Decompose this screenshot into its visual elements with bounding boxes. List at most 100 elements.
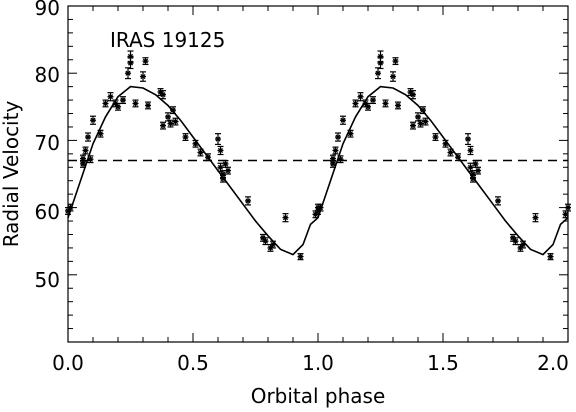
asterisk-stroke bbox=[377, 53, 384, 59]
asterisk-stroke bbox=[245, 198, 251, 204]
data-point bbox=[270, 240, 276, 249]
asterisk-stroke bbox=[475, 168, 481, 174]
asterisk-stroke bbox=[165, 114, 171, 120]
data-point bbox=[365, 102, 371, 111]
y-tick-label: 80 bbox=[35, 63, 60, 87]
y-tick-label: 90 bbox=[35, 0, 60, 20]
asterisk-stroke bbox=[375, 70, 381, 76]
x-tick-label: 1.0 bbox=[302, 351, 334, 375]
asterisk-stroke bbox=[422, 119, 429, 125]
asterisk-stroke bbox=[170, 107, 176, 113]
star-name-label: IRAS 19125 bbox=[110, 28, 225, 52]
x-tick-label: 2.0 bbox=[537, 351, 569, 375]
asterisk-stroke bbox=[90, 117, 96, 123]
data-point bbox=[102, 99, 109, 108]
asterisk-stroke bbox=[172, 119, 179, 125]
asterisk-stroke bbox=[532, 215, 539, 221]
data-point bbox=[127, 50, 134, 63]
asterisk-stroke bbox=[382, 100, 389, 106]
data-point bbox=[495, 196, 501, 206]
asterisk-stroke bbox=[420, 107, 426, 113]
asterisk-stroke bbox=[132, 100, 139, 106]
asterisk-stroke bbox=[217, 147, 224, 154]
data-point bbox=[197, 148, 204, 157]
data-point bbox=[392, 57, 399, 66]
asterisk-stroke bbox=[467, 164, 474, 170]
asterisk-stroke bbox=[145, 102, 151, 109]
asterisk-stroke bbox=[455, 154, 461, 160]
asterisk-stroke bbox=[395, 102, 401, 109]
x-tick-label: 0.0 bbox=[52, 351, 84, 375]
asterisk-stroke bbox=[472, 161, 479, 167]
data-point bbox=[335, 132, 341, 142]
asterisk-stroke bbox=[192, 141, 199, 147]
plot-frame bbox=[67, 5, 569, 343]
model-curve-layer bbox=[67, 85, 569, 256]
data-point bbox=[142, 57, 149, 66]
data-point bbox=[447, 148, 454, 157]
data-point bbox=[395, 101, 401, 110]
data-point bbox=[172, 117, 179, 126]
axis-ticks bbox=[67, 5, 569, 343]
asterisk-stroke bbox=[140, 74, 146, 80]
data-point bbox=[465, 133, 471, 146]
data-point bbox=[282, 213, 289, 223]
data-point bbox=[475, 166, 481, 175]
data-point bbox=[520, 240, 526, 249]
asterisk-stroke bbox=[365, 104, 371, 110]
asterisk-stroke bbox=[85, 134, 91, 140]
data-point bbox=[120, 96, 126, 105]
asterisk-stroke bbox=[432, 134, 439, 140]
data-point bbox=[217, 145, 224, 156]
data-point bbox=[107, 92, 114, 102]
asterisk-stroke bbox=[220, 176, 226, 182]
asterisk-stroke bbox=[465, 136, 471, 142]
x-axis-title: Orbital phase bbox=[251, 384, 386, 408]
asterisk-stroke bbox=[410, 92, 416, 98]
asterisk-stroke bbox=[160, 92, 166, 98]
data-point bbox=[332, 146, 339, 155]
asterisk-stroke bbox=[390, 74, 396, 80]
data-point bbox=[220, 174, 226, 183]
asterisk-stroke bbox=[417, 121, 424, 127]
asterisk-stroke bbox=[222, 161, 229, 167]
data-point bbox=[245, 196, 251, 206]
asterisk-stroke bbox=[115, 104, 121, 110]
asterisk-stroke bbox=[182, 134, 189, 140]
asterisk-stroke bbox=[142, 58, 149, 64]
data-point bbox=[85, 132, 91, 142]
data-point bbox=[532, 213, 539, 223]
asterisk-stroke bbox=[107, 94, 114, 100]
data-point bbox=[417, 119, 424, 128]
asterisk-stroke bbox=[335, 134, 341, 140]
data-point bbox=[382, 99, 389, 108]
asterisk-stroke bbox=[160, 123, 166, 129]
asterisk-stroke bbox=[270, 242, 276, 248]
asterisk-stroke bbox=[330, 161, 336, 167]
asterisk-stroke bbox=[82, 147, 89, 154]
data-point bbox=[472, 159, 479, 168]
model-velocity-curve bbox=[67, 85, 569, 256]
data-point bbox=[312, 210, 319, 219]
asterisk-stroke bbox=[297, 254, 304, 260]
y-tick-label: 50 bbox=[35, 268, 60, 292]
asterisk-stroke bbox=[205, 154, 211, 160]
asterisk-stroke bbox=[442, 141, 449, 147]
data-point bbox=[97, 129, 104, 138]
asterisk-stroke bbox=[225, 168, 231, 174]
x-tick-label: 1.5 bbox=[427, 351, 459, 375]
asterisk-stroke bbox=[120, 97, 126, 103]
data-point bbox=[347, 129, 354, 138]
asterisk-stroke bbox=[125, 70, 131, 76]
data-point bbox=[357, 92, 364, 102]
data-point bbox=[352, 99, 359, 108]
data-point bbox=[340, 115, 346, 125]
asterisk-stroke bbox=[215, 136, 221, 142]
data-point bbox=[315, 203, 321, 212]
data-point bbox=[547, 253, 554, 261]
data-point bbox=[467, 145, 474, 156]
y-axis-title: Radial Velocity bbox=[0, 101, 23, 248]
asterisk-stroke bbox=[520, 242, 526, 248]
asterisk-stroke bbox=[80, 155, 86, 162]
data-point bbox=[222, 159, 229, 168]
